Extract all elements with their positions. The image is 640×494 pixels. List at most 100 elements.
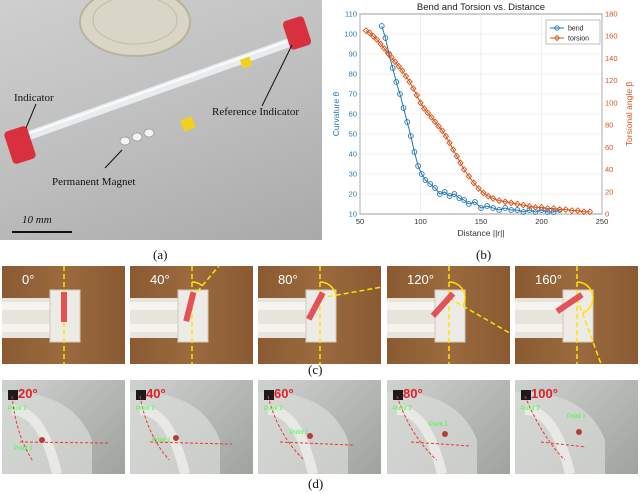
photo-magnet-rod xyxy=(0,0,322,240)
data-point-torsion xyxy=(550,204,557,212)
y-right-tick-label: 0 xyxy=(605,210,609,219)
data-point-bend xyxy=(404,119,411,125)
torsion-angle-label: 80° xyxy=(278,272,298,287)
legend-marker-bend xyxy=(554,25,560,31)
y-left-tick-label: 50 xyxy=(349,130,357,139)
y-right-tick-label: 20 xyxy=(605,187,613,196)
torsion-frame-1: 0° xyxy=(2,266,125,364)
torsion-angle-label: 40° xyxy=(150,272,170,287)
legend-label-bend: bend xyxy=(568,26,584,33)
data-point-bend xyxy=(397,91,403,97)
data-point-torsion xyxy=(413,91,421,99)
data-point-torsion xyxy=(501,198,509,206)
data-point-bend xyxy=(514,207,521,213)
data-point-bend xyxy=(496,207,503,213)
data-point-bend xyxy=(418,171,425,177)
y-left-tick-label: 30 xyxy=(349,170,357,179)
legend-label-torsion: torsion xyxy=(568,36,589,43)
data-point-bend xyxy=(550,209,557,215)
data-point-bend xyxy=(393,79,400,85)
point-2-label: Point 2 xyxy=(8,406,27,412)
data-point-torsion xyxy=(465,172,473,180)
bend-frame-1: 20° Point 2 Point 1 xyxy=(2,380,125,474)
data-point-torsion xyxy=(508,199,515,207)
rod-drawing xyxy=(4,0,312,233)
data-point-bend xyxy=(544,209,551,215)
bend-frame-drawing xyxy=(2,390,109,474)
data-point-torsion xyxy=(435,122,442,130)
data-point-bend xyxy=(378,23,385,29)
data-point-bend xyxy=(422,177,429,183)
x-tick-label: 200 xyxy=(535,217,548,226)
data-point-bend xyxy=(446,193,453,199)
data-point-bend xyxy=(432,185,438,191)
y-right-tick-label: 40 xyxy=(605,165,613,174)
bend-frame-5: 100° Point 2 Point 1 xyxy=(515,380,638,474)
data-point-bend xyxy=(451,191,458,197)
x-tick-label: 250 xyxy=(596,217,609,226)
bend-angle-label: 100° xyxy=(531,386,558,401)
data-point-bend xyxy=(472,199,478,205)
data-point-bend xyxy=(466,201,472,207)
y-left-tick-label: 10 xyxy=(349,210,357,219)
data-point-bend xyxy=(382,35,389,41)
data-point-torsion xyxy=(370,32,377,40)
series-line-torsion xyxy=(365,30,590,213)
chart-svg: 50 100 150 200 250 10 20 30 40 50 60 70 80 90 100 110 0 2… xyxy=(331,2,634,238)
data-point-bend xyxy=(441,189,448,195)
label-indicator: Indicator xyxy=(14,92,54,104)
data-point-torsion xyxy=(428,113,435,121)
panel-a: Indicator Reference Indicator Permanent … xyxy=(0,0,322,240)
label-reference-indicator: Reference Indicator xyxy=(212,106,300,118)
data-point-bend xyxy=(456,195,463,201)
data-point-bend xyxy=(502,205,509,211)
y-left-axis-label: Curvature θ xyxy=(331,92,341,137)
caption-d: (d) xyxy=(308,476,324,491)
label-permanent-magnet: Permanent Magnet xyxy=(52,176,136,188)
data-point-torsion xyxy=(538,203,545,211)
data-point-bend xyxy=(411,149,418,155)
data-point-torsion xyxy=(395,62,402,70)
y-left-tick-label: 70 xyxy=(349,90,357,99)
data-point-torsion xyxy=(489,194,497,202)
data-point-bend xyxy=(400,105,407,111)
caption-b: (b) xyxy=(476,247,492,262)
y-right-tick-label: 160 xyxy=(605,32,618,41)
point-2-label: Point 2 xyxy=(521,406,540,412)
data-point-torsion xyxy=(388,53,395,61)
point-2-label: Point 2 xyxy=(136,406,155,412)
data-point-torsion xyxy=(417,99,424,107)
point-1-label: Point 1 xyxy=(429,422,448,428)
point-2-label: Point 2 xyxy=(393,406,412,412)
torsion-frame-drawing xyxy=(2,266,81,364)
y-left-tick-label: 20 xyxy=(349,190,357,199)
bend-frame-3: 60° Point 2 Point 1 xyxy=(258,380,381,474)
y-left-tick-label: 110 xyxy=(345,10,357,19)
data-point-torsion xyxy=(424,109,431,117)
data-point-torsion xyxy=(526,202,533,210)
torsion-angle-label: 120° xyxy=(407,272,434,287)
data-point-torsion xyxy=(556,206,563,214)
torsion-frame-drawing xyxy=(515,266,602,364)
torsion-angle-label: 0° xyxy=(22,272,35,287)
point-1-label: Point 1 xyxy=(567,414,586,420)
data-point-torsion xyxy=(410,84,417,92)
bend-angle-label: 60° xyxy=(274,386,294,401)
caption-c: (c) xyxy=(308,362,323,377)
data-point-bend xyxy=(427,181,434,187)
y-left-tick-label: 60 xyxy=(349,110,357,119)
data-point-torsion xyxy=(568,207,575,215)
y-right-tick-label: 60 xyxy=(605,143,613,152)
data-point-bend xyxy=(484,203,490,209)
data-point-torsion xyxy=(442,132,450,140)
data-point-torsion xyxy=(495,197,503,205)
data-point-torsion xyxy=(520,201,527,209)
data-point-torsion xyxy=(362,27,370,35)
data-point-bend xyxy=(508,207,515,213)
torsion-frame-drawing xyxy=(387,266,510,364)
data-point-torsion xyxy=(380,44,388,52)
data-point-torsion xyxy=(480,189,487,197)
bend-angle-label: 80° xyxy=(403,386,423,401)
point-1-label: Point 1 xyxy=(152,438,171,444)
data-point-torsion xyxy=(431,118,439,126)
